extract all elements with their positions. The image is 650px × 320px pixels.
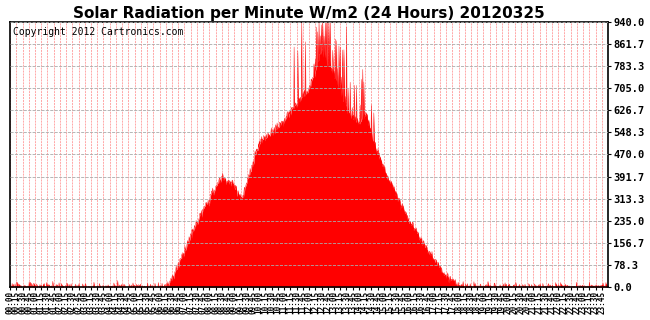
Text: Copyright 2012 Cartronics.com: Copyright 2012 Cartronics.com	[13, 27, 183, 37]
Title: Solar Radiation per Minute W/m2 (24 Hours) 20120325: Solar Radiation per Minute W/m2 (24 Hour…	[73, 5, 545, 20]
